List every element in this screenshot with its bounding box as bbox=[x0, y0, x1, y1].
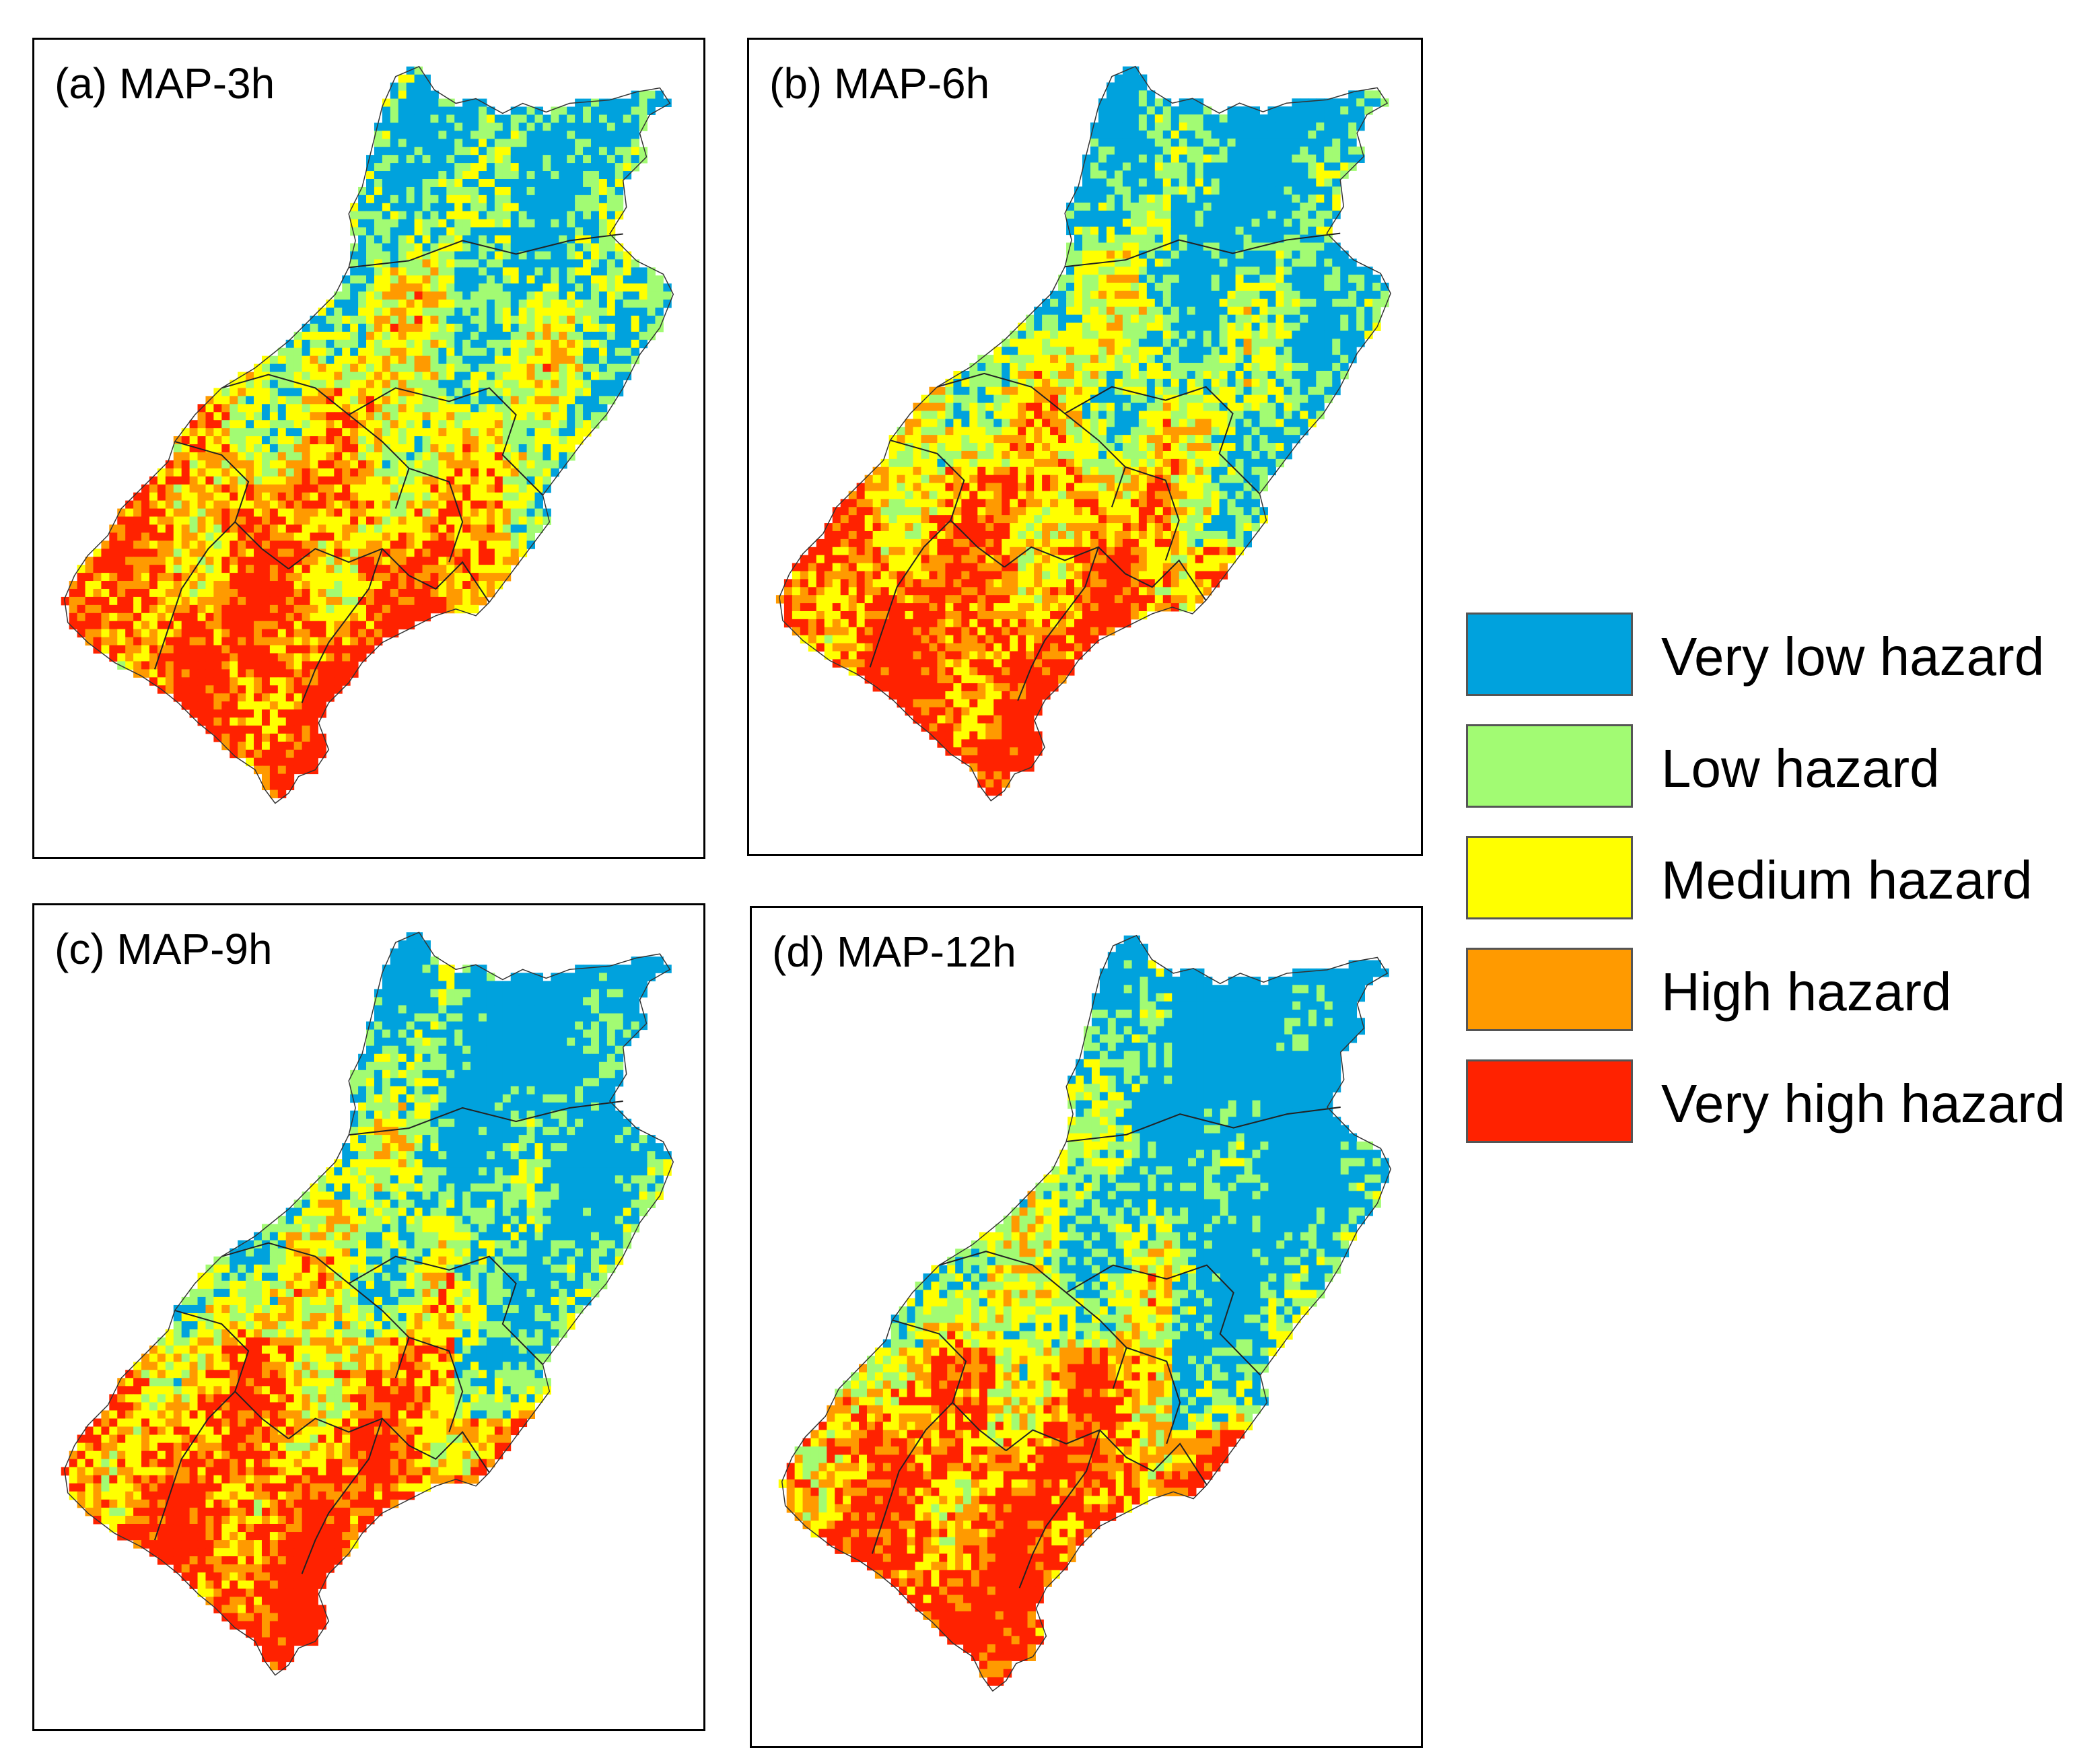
district-boundary bbox=[348, 387, 544, 496]
hazard-map-d bbox=[778, 934, 1392, 1692]
legend-label-high: High hazard bbox=[1661, 962, 1952, 1022]
district-boundary bbox=[348, 1255, 544, 1365]
panel-title-c: (c) MAP-9h bbox=[55, 925, 273, 973]
panel-title-d: (d) MAP-12h bbox=[772, 928, 1016, 976]
district-boundary bbox=[890, 440, 1005, 568]
legend-swatch-very-low bbox=[1466, 613, 1633, 696]
legend-swatch-medium bbox=[1466, 836, 1633, 919]
legend-label-very-low: Very low hazard bbox=[1661, 627, 2045, 687]
district-boundary bbox=[892, 1319, 1007, 1452]
district-boundary bbox=[1018, 1430, 1100, 1588]
legend-item-very-low: Very low hazard bbox=[1466, 613, 2099, 696]
district-boundary bbox=[153, 521, 236, 670]
map-panel-a: (a) MAP-3h bbox=[32, 38, 705, 859]
district-boundary bbox=[409, 1337, 464, 1432]
legend-swatch-low bbox=[1466, 724, 1633, 808]
district-boundary bbox=[1126, 1347, 1181, 1444]
district-boundary bbox=[349, 233, 623, 269]
district-boundary bbox=[1017, 547, 1099, 701]
district-boundary bbox=[1066, 1106, 1341, 1142]
district-boundary bbox=[288, 1418, 490, 1473]
district-boundary bbox=[349, 1100, 623, 1136]
district-boundary bbox=[869, 520, 952, 668]
map-panel-d: (d) MAP-12h bbox=[750, 906, 1423, 1748]
district-boundary bbox=[1064, 386, 1261, 495]
region-outline bbox=[63, 932, 674, 1676]
district-boundary bbox=[174, 1310, 289, 1440]
legend-item-low: Low hazard bbox=[1466, 724, 2099, 808]
map-panel-b: (b) MAP-6h bbox=[747, 38, 1423, 856]
district-boundary bbox=[153, 1391, 236, 1541]
legend-item-high: High hazard bbox=[1466, 948, 2099, 1031]
district-boundary bbox=[409, 467, 464, 563]
district-boundary bbox=[288, 548, 490, 603]
hazard-map-c bbox=[61, 932, 674, 1676]
district-boundary bbox=[301, 1418, 383, 1574]
legend-item-medium: Medium hazard bbox=[1466, 836, 2099, 919]
legend-label-low: Low hazard bbox=[1661, 738, 1940, 798]
legend-swatch-very-high bbox=[1466, 1059, 1633, 1143]
legend-label-medium: Medium hazard bbox=[1661, 850, 2033, 910]
legend: Very low hazard Low hazard Medium hazard… bbox=[1466, 613, 2099, 1171]
legend-label-very-high: Very high hazard bbox=[1661, 1074, 2066, 1133]
legend-swatch-high bbox=[1466, 948, 1633, 1031]
district-boundary bbox=[871, 1402, 953, 1554]
district-boundary bbox=[1006, 1429, 1208, 1485]
region-outline bbox=[779, 65, 1391, 802]
panel-title-b: (b) MAP-6h bbox=[769, 59, 990, 108]
district-boundary bbox=[1064, 232, 1341, 268]
region-outline bbox=[781, 934, 1392, 1692]
district-boundary bbox=[1125, 466, 1180, 561]
district-boundary bbox=[174, 441, 289, 569]
region-outline bbox=[63, 65, 674, 804]
panel-title-a: (a) MAP-3h bbox=[55, 59, 275, 108]
district-boundary bbox=[1065, 1264, 1261, 1376]
district-boundary bbox=[1004, 546, 1207, 601]
legend-item-very-high: Very high hazard bbox=[1466, 1059, 2099, 1143]
hazard-map-b bbox=[775, 65, 1391, 802]
district-boundary bbox=[301, 548, 383, 703]
hazard-map-a bbox=[61, 65, 674, 804]
map-panel-c: (c) MAP-9h bbox=[32, 903, 705, 1731]
